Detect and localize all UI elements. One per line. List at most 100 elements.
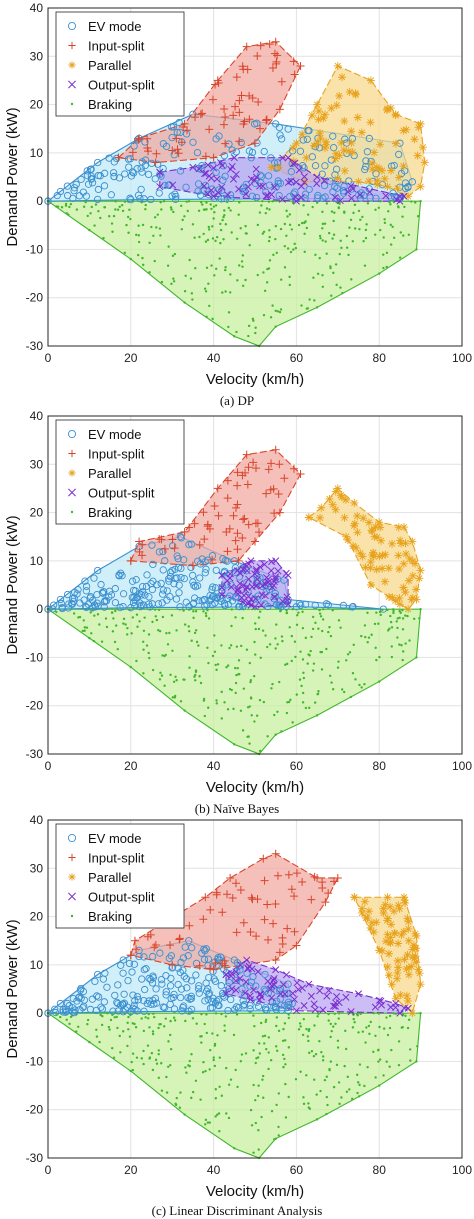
data-point (155, 535, 164, 544)
data-point (188, 655, 191, 658)
data-point (172, 1016, 176, 1019)
data-point (356, 191, 364, 199)
data-point (213, 593, 221, 601)
data-point (256, 124, 265, 133)
data-point (274, 647, 277, 650)
data-point (94, 185, 103, 194)
data-point (403, 950, 412, 959)
points-braking (46, 607, 422, 756)
data-point (327, 1012, 330, 1016)
points-output-split (218, 557, 292, 611)
points-input-split (126, 849, 342, 974)
data-point (174, 980, 182, 989)
data-point (277, 135, 286, 143)
data-point (374, 208, 377, 211)
data-point (404, 1004, 412, 1012)
data-point (84, 200, 87, 204)
data-point (158, 1023, 161, 1026)
data-point (318, 612, 322, 615)
legend: EV modeInput-splitParallelOutput-splitBr… (55, 823, 185, 929)
data-point (190, 581, 198, 589)
data-point (394, 173, 403, 182)
data-point (158, 629, 162, 633)
data-point (315, 306, 319, 309)
data-point (286, 215, 289, 218)
data-point (214, 189, 223, 197)
data-point (337, 493, 346, 502)
data-point (194, 610, 198, 613)
data-point (169, 206, 173, 209)
data-point (200, 535, 209, 544)
data-point (82, 602, 90, 611)
data-point (340, 166, 349, 175)
data-point (271, 304, 274, 307)
data-point (228, 646, 231, 650)
data-point (270, 1109, 274, 1113)
data-point (155, 189, 163, 197)
data-point (369, 928, 378, 937)
data-point (246, 996, 255, 1004)
data-point (383, 893, 392, 902)
data-point (386, 902, 395, 911)
data-point (410, 200, 413, 203)
data-point (224, 600, 232, 608)
data-point (256, 1094, 260, 1098)
data-point (335, 283, 338, 287)
data-point (87, 165, 95, 173)
data-point (86, 214, 89, 218)
data-point (302, 1102, 306, 1106)
data-point (319, 237, 322, 240)
legend-label: Output-split (88, 78, 155, 93)
data-point (325, 1075, 328, 1078)
data-point (121, 209, 125, 213)
data-point (161, 1003, 169, 1012)
data-point (339, 239, 342, 242)
data-point (204, 1123, 207, 1126)
data-point (252, 1083, 255, 1087)
data-point (282, 1027, 285, 1031)
data-point (402, 234, 405, 237)
data-point (147, 1017, 150, 1020)
data-point (387, 166, 396, 175)
data-point (254, 653, 257, 656)
data-point (397, 539, 406, 548)
data-point (183, 984, 191, 992)
data-point (168, 146, 177, 155)
data-point (269, 316, 273, 319)
data-point (184, 274, 187, 277)
x-tick-label: 20 (124, 759, 138, 773)
data-point (168, 133, 176, 142)
data-point (182, 975, 191, 983)
data-point (167, 245, 170, 248)
data-point (283, 1039, 287, 1042)
data-point (167, 974, 175, 983)
data-point (137, 224, 140, 227)
data-point (195, 982, 203, 990)
data-point (147, 651, 150, 655)
data-point (56, 999, 65, 1008)
data-point (276, 643, 279, 646)
data-point (404, 576, 413, 585)
data-point (329, 1060, 333, 1063)
data-point (274, 309, 277, 312)
data-point (82, 205, 86, 208)
data-point (314, 1052, 318, 1056)
data-point (414, 201, 417, 204)
data-point (400, 896, 409, 905)
data-point (277, 1092, 281, 1095)
data-point (137, 601, 145, 609)
data-point (263, 1034, 267, 1038)
data-point (231, 879, 240, 888)
data-point (191, 113, 200, 122)
data-point (275, 508, 284, 517)
data-point (382, 106, 391, 115)
data-point (246, 1005, 254, 1013)
data-point (219, 228, 223, 232)
data-point (219, 992, 227, 1000)
data-point (172, 680, 176, 683)
data-point (196, 560, 205, 568)
data-point (252, 319, 255, 322)
data-point (264, 977, 272, 985)
data-point (175, 679, 178, 682)
data-point (157, 1026, 160, 1030)
